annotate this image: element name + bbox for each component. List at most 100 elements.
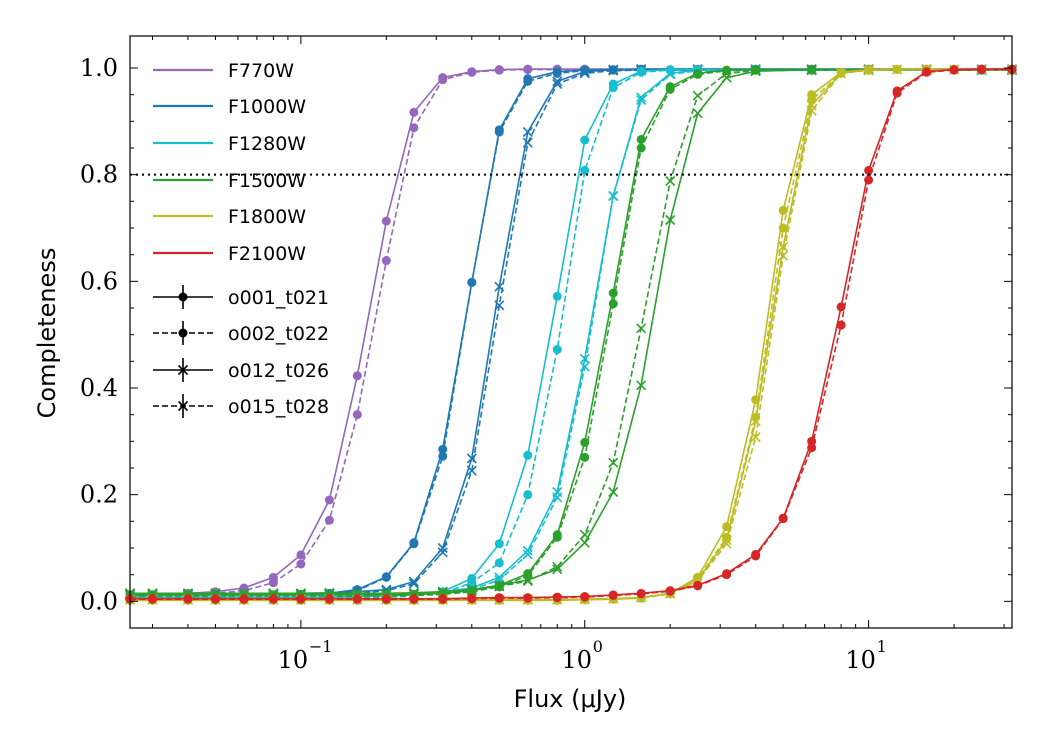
data-point [523, 490, 533, 500]
data-point [494, 127, 504, 137]
data-point [522, 126, 533, 138]
x-tick-exponent: 1 [877, 637, 887, 656]
legend-label-F1800W: F1800W [228, 206, 306, 228]
data-point [147, 594, 157, 604]
data-point [438, 444, 448, 454]
legend-label-F1500W: F1500W [228, 170, 306, 192]
legend-marker-o015_t028 [177, 400, 189, 412]
data-point [863, 65, 874, 76]
data-point [381, 594, 391, 604]
data-point [579, 537, 590, 548]
data-point [580, 135, 590, 145]
data-point [296, 550, 306, 560]
data-point [806, 65, 817, 76]
data-point [636, 67, 646, 77]
data-point [552, 532, 562, 542]
data-point [580, 452, 590, 462]
data-point [552, 76, 563, 87]
data-point [438, 451, 448, 461]
legend-marker-o002_t022 [178, 328, 188, 338]
data-point [836, 320, 846, 330]
series-line [130, 68, 1012, 601]
data-point [579, 68, 590, 79]
data-point [922, 67, 932, 77]
legend-label-F1280W: F1280W [228, 133, 306, 155]
y-tick-label: 0.4 [80, 374, 118, 402]
data-point [608, 83, 618, 93]
data-point [522, 549, 533, 560]
data-point [977, 65, 987, 75]
data-point [437, 547, 448, 558]
data-point [352, 594, 362, 604]
data-point [523, 65, 533, 75]
data-point [721, 534, 732, 546]
x-tick-label: 10 [561, 646, 592, 674]
data-point [721, 538, 732, 549]
data-point [693, 581, 703, 591]
data-point [523, 76, 533, 86]
legend-label-F2100W: F2100W [228, 243, 306, 265]
y-tick-label: 0.8 [80, 161, 118, 189]
data-point [778, 241, 789, 252]
data-point [352, 410, 362, 420]
data-point [636, 589, 646, 599]
data-point [722, 570, 732, 580]
data-point [409, 123, 419, 133]
data-point [693, 69, 703, 79]
data-point [381, 216, 391, 226]
data-point [381, 256, 391, 266]
data-point [892, 88, 902, 98]
data-point [806, 105, 817, 116]
data-point [750, 65, 761, 76]
data-point [751, 551, 761, 561]
data-point [494, 593, 504, 603]
data-point [836, 302, 846, 312]
x-tick-label: 10 [278, 646, 309, 674]
plot-frame [129, 35, 1013, 629]
data-point [268, 594, 278, 604]
data-point [268, 578, 278, 588]
data-point [665, 176, 676, 187]
data-point [636, 94, 647, 106]
data-point [494, 539, 504, 549]
x-tick-exponent: 0 [593, 637, 603, 656]
data-point [494, 300, 505, 311]
data-point [692, 108, 703, 119]
data-point [552, 68, 562, 78]
data-point [523, 593, 533, 603]
data-point [296, 559, 306, 569]
data-point [522, 576, 533, 587]
data-point [409, 594, 419, 604]
data-point [579, 361, 590, 372]
data-point [949, 65, 959, 75]
data-point [665, 214, 676, 226]
data-point [892, 64, 903, 75]
data-point [721, 72, 732, 83]
legend-label-o015_t028: o015_t028 [228, 396, 329, 418]
data-point [438, 594, 448, 604]
data-point [608, 486, 619, 498]
data-point [296, 594, 306, 604]
data-point [580, 592, 590, 602]
data-point [466, 585, 477, 596]
data-point [408, 578, 419, 589]
data-point [836, 68, 847, 79]
data-point [665, 586, 675, 596]
data-point [466, 453, 477, 464]
data-point [608, 299, 618, 309]
legend-marker-o012_t026 [177, 364, 189, 376]
y-tick-label: 0.6 [80, 267, 118, 295]
legend-label-o012_t026: o012_t026 [228, 360, 329, 382]
data-point [778, 205, 788, 215]
y-axis-label: Completeness [33, 248, 61, 419]
data-point [210, 594, 220, 604]
data-point [552, 78, 563, 90]
x-axis: 10 −1 10 0 10 1 [151, 36, 1005, 674]
y-axis: 0.0 0.2 0.4 0.6 0.8 1.0 [80, 54, 1012, 615]
data-point [381, 572, 391, 582]
data-point [523, 450, 533, 460]
data-point [467, 594, 477, 604]
legend-label-o002_t022: o002_t022 [228, 323, 329, 345]
